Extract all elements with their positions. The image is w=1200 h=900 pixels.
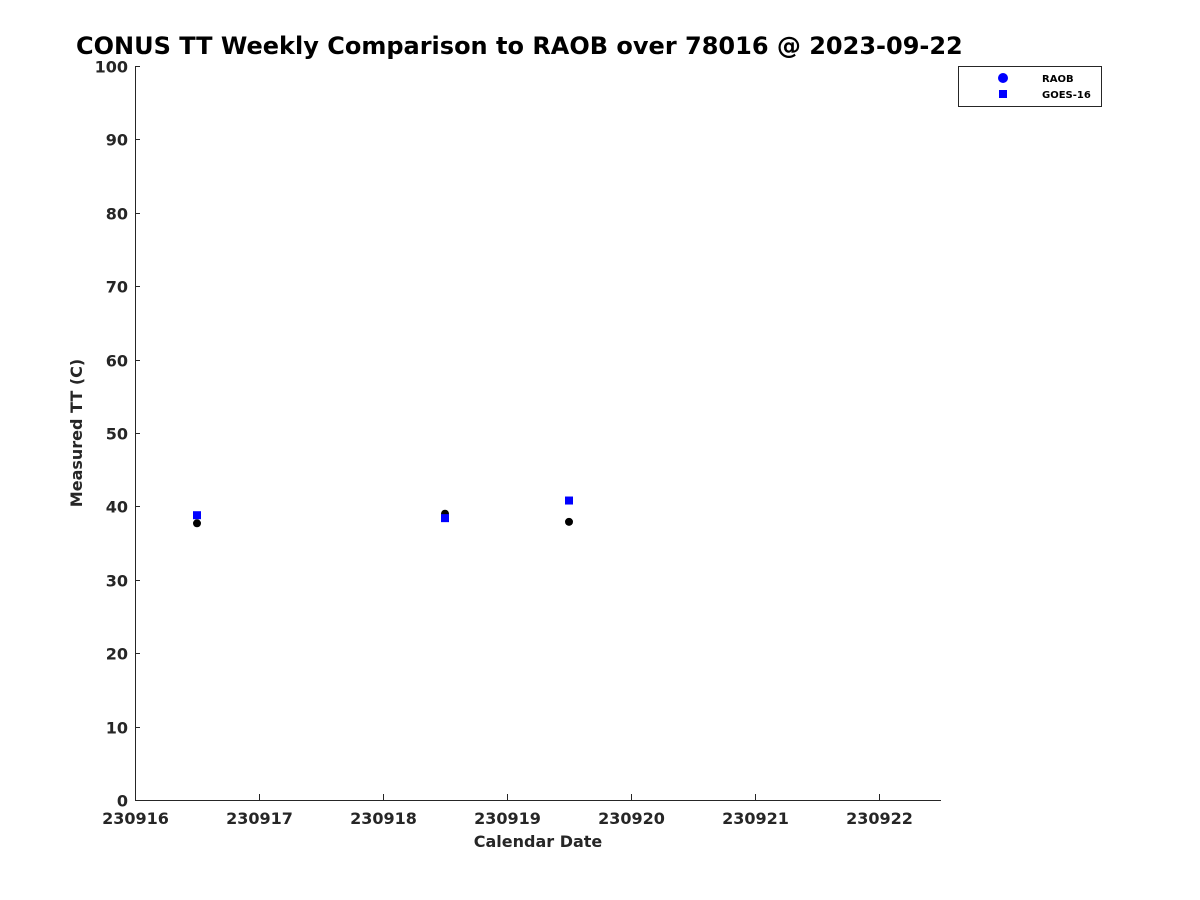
y-tick-label: 60 (106, 352, 128, 371)
raob-point (193, 519, 201, 528)
y-tick-label: 10 (106, 719, 128, 738)
x-axis-label: Calendar Date (474, 832, 603, 851)
y-tick-label: 0 (117, 792, 128, 811)
y-tick-label: 90 (106, 131, 128, 150)
x-tick-label: 230917 (226, 809, 293, 828)
y-tick-label: 50 (106, 425, 128, 444)
y-tick-label: 40 (106, 498, 128, 517)
x-tick-label: 230916 (102, 809, 169, 828)
y-tick-label: 20 (106, 645, 128, 664)
legend-goes-16-label: GOES-16 (1042, 90, 1091, 101)
x-tick-label: 230921 (722, 809, 789, 828)
plot-axes (135, 66, 941, 801)
y-tick-label: 80 (106, 205, 128, 224)
x-tick-label: 230918 (350, 809, 417, 828)
legend: RAOB GOES-16 (958, 66, 1102, 107)
legend-raob-label: RAOB (1042, 74, 1074, 85)
x-ticks: 230916 230917 230918 230919 230920 230921 2309… (102, 794, 913, 828)
raob-point (565, 517, 573, 526)
data-points (193, 496, 573, 528)
y-tick-label: 70 (106, 278, 128, 297)
chart-title: CONUS TT Weekly Comparison to RAOB over … (76, 32, 963, 60)
y-tick-label: 100 (95, 58, 128, 77)
goes-16-point (193, 511, 201, 520)
goes-16-point (441, 514, 449, 523)
legend-raob-marker (998, 73, 1008, 83)
x-tick-label: 230922 (846, 809, 913, 828)
y-tick-label: 30 (106, 572, 128, 591)
y-axis-label: Measured TT (C) (67, 359, 86, 507)
x-tick-label: 230919 (474, 809, 541, 828)
goes-16-point (565, 496, 573, 505)
legend-goes-16-marker (999, 90, 1007, 98)
legend-box (958, 66, 1102, 107)
x-tick-label: 230920 (598, 809, 665, 828)
y-ticks: 0 10 20 30 40 50 60 70 80 90 100 (95, 58, 140, 811)
